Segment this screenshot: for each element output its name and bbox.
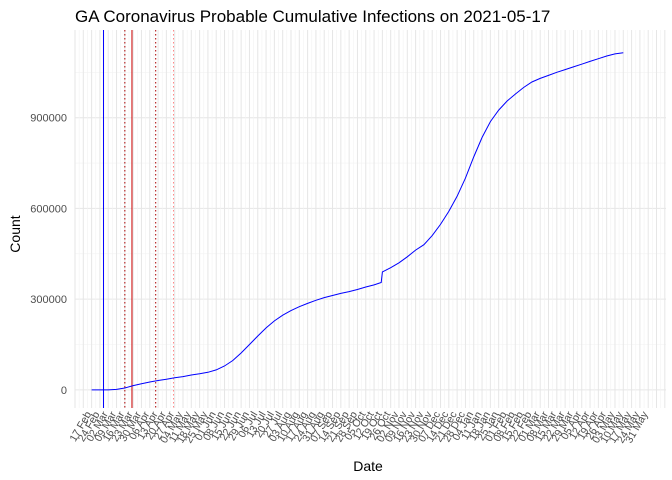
x-axis-label: Date xyxy=(353,458,383,474)
y-axis-label: Count xyxy=(7,215,23,252)
data-series xyxy=(91,52,624,391)
y-tick-label: 0 xyxy=(61,385,67,397)
grid-lines xyxy=(74,30,666,408)
reference-lines xyxy=(102,30,174,408)
y-tick-label: 600000 xyxy=(30,203,67,215)
y-tick-label: 900000 xyxy=(30,113,67,125)
y-axis-ticks: 0 300000 600000 900000 xyxy=(30,113,67,397)
chart-title: GA Coronavirus Probable Cumulative Infec… xyxy=(75,7,550,26)
series-line-0 xyxy=(91,52,624,391)
y-tick-label: 300000 xyxy=(30,294,67,306)
